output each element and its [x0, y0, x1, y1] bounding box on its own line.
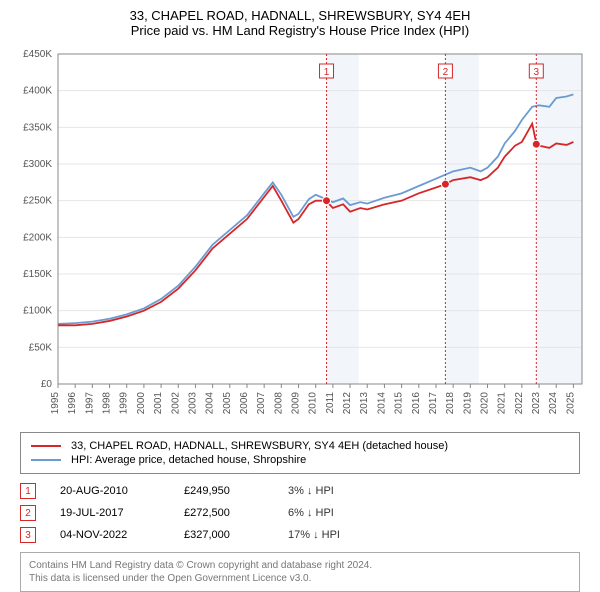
sale-hpi-delta: 6% ↓ HPI	[288, 507, 388, 519]
svg-text:£250K: £250K	[23, 196, 52, 207]
legend: 33, CHAPEL ROAD, HADNALL, SHREWSBURY, SY…	[20, 432, 580, 474]
chart-container: 33, CHAPEL ROAD, HADNALL, SHREWSBURY, SY…	[0, 0, 600, 590]
sales-table: 1 20-AUG-2010 £249,950 3% ↓ HPI 2 19-JUL…	[20, 480, 580, 546]
svg-text:1995: 1995	[50, 392, 61, 415]
svg-text:1999: 1999	[119, 392, 130, 415]
svg-text:2000: 2000	[136, 392, 147, 415]
svg-text:2004: 2004	[205, 392, 216, 415]
svg-text:2009: 2009	[291, 392, 302, 415]
attribution: Contains HM Land Registry data © Crown c…	[20, 552, 580, 592]
svg-text:2018: 2018	[445, 392, 456, 415]
legend-swatch-hpi	[31, 459, 61, 461]
sale-row: 1 20-AUG-2010 £249,950 3% ↓ HPI	[20, 480, 580, 502]
legend-label-property: 33, CHAPEL ROAD, HADNALL, SHREWSBURY, SY…	[71, 440, 448, 452]
svg-text:2007: 2007	[256, 392, 267, 415]
svg-text:2010: 2010	[308, 392, 319, 415]
sale-price: £327,000	[184, 529, 264, 541]
svg-text:1997: 1997	[84, 392, 95, 415]
svg-text:£200K: £200K	[23, 232, 52, 243]
svg-text:£450K: £450K	[23, 49, 52, 60]
sale-price: £249,950	[184, 485, 264, 497]
svg-text:£300K: £300K	[23, 159, 52, 170]
sale-hpi-delta: 17% ↓ HPI	[288, 529, 388, 541]
sale-marker-badge: 2	[20, 505, 36, 521]
svg-text:£350K: £350K	[23, 122, 52, 133]
svg-text:2019: 2019	[462, 392, 473, 415]
svg-text:£400K: £400K	[23, 86, 52, 97]
sale-date: 20-AUG-2010	[60, 485, 160, 497]
svg-text:2008: 2008	[273, 392, 284, 415]
chart-title: 33, CHAPEL ROAD, HADNALL, SHREWSBURY, SY…	[10, 8, 590, 23]
svg-text:£100K: £100K	[23, 306, 52, 317]
svg-text:2021: 2021	[497, 392, 508, 415]
attribution-line1: Contains HM Land Registry data © Crown c…	[29, 559, 571, 572]
svg-text:1998: 1998	[102, 392, 113, 415]
svg-text:2003: 2003	[187, 392, 198, 415]
svg-text:£0: £0	[41, 379, 53, 390]
svg-text:2015: 2015	[394, 392, 405, 415]
legend-item-property: 33, CHAPEL ROAD, HADNALL, SHREWSBURY, SY…	[31, 439, 569, 453]
svg-text:2014: 2014	[376, 392, 387, 415]
attribution-line2: This data is licensed under the Open Gov…	[29, 572, 571, 585]
svg-text:1: 1	[324, 67, 330, 78]
svg-text:2011: 2011	[325, 392, 336, 414]
svg-text:2024: 2024	[548, 392, 559, 415]
chart-plot: £0 £50K £100K £150K £200K £250K £300K £350K £400…	[10, 44, 590, 424]
svg-text:2001: 2001	[153, 392, 164, 415]
sale-marker-badge: 1	[20, 483, 36, 499]
legend-swatch-property	[31, 445, 61, 447]
sale-row: 2 19-JUL-2017 £272,500 6% ↓ HPI	[20, 502, 580, 524]
svg-text:2022: 2022	[514, 392, 525, 415]
svg-text:2017: 2017	[428, 392, 439, 415]
chart-subtitle: Price paid vs. HM Land Registry's House …	[10, 23, 590, 38]
legend-item-hpi: HPI: Average price, detached house, Shro…	[31, 453, 569, 467]
chart-svg: £0 £50K £100K £150K £200K £250K £300K £350K £400…	[10, 44, 590, 424]
svg-text:2025: 2025	[565, 392, 576, 415]
svg-text:3: 3	[534, 67, 540, 78]
svg-text:2: 2	[443, 67, 449, 78]
sale-date: 19-JUL-2017	[60, 507, 160, 519]
sale-price: £272,500	[184, 507, 264, 519]
legend-label-hpi: HPI: Average price, detached house, Shro…	[71, 454, 306, 466]
svg-text:2013: 2013	[359, 392, 370, 415]
sale-date: 04-NOV-2022	[60, 529, 160, 541]
svg-text:2016: 2016	[411, 392, 422, 415]
svg-text:2012: 2012	[342, 392, 353, 415]
svg-text:2006: 2006	[239, 392, 250, 415]
svg-text:1996: 1996	[67, 392, 78, 415]
svg-text:2002: 2002	[170, 392, 181, 415]
svg-text:2020: 2020	[480, 392, 491, 415]
sale-row: 3 04-NOV-2022 £327,000 17% ↓ HPI	[20, 524, 580, 546]
svg-text:£150K: £150K	[23, 269, 52, 280]
svg-text:£50K: £50K	[29, 342, 53, 353]
sale-marker-badge: 3	[20, 527, 36, 543]
svg-text:2023: 2023	[531, 392, 542, 415]
sale-hpi-delta: 3% ↓ HPI	[288, 485, 388, 497]
svg-text:2005: 2005	[222, 392, 233, 415]
